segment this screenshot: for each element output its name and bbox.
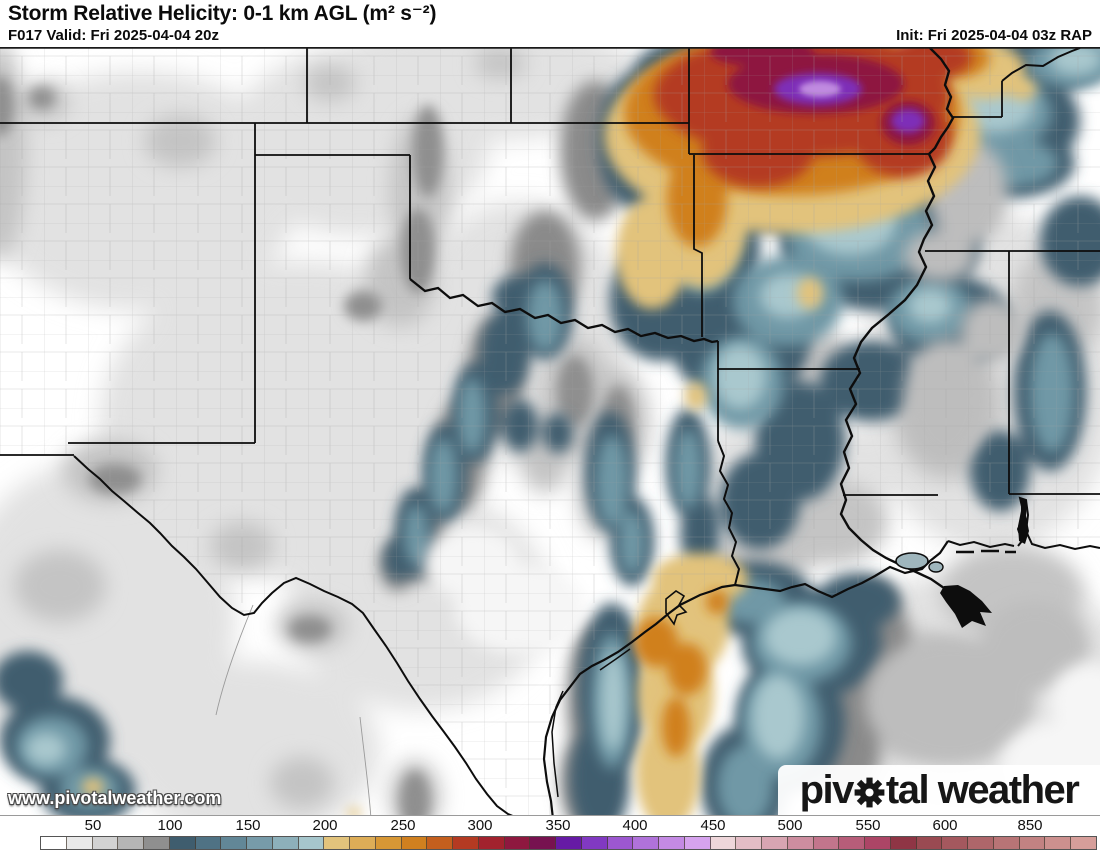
colorbar-cell: [736, 837, 762, 849]
colorbar-cell: [659, 837, 685, 849]
header: Storm Relative Helicity: 0-1 km AGL (m² …: [0, 0, 1100, 47]
colorbar-tick: 300: [467, 817, 493, 834]
colorbar-cell: [1045, 837, 1071, 849]
state-borders: [0, 48, 1100, 496]
colorbar-tick: 50: [84, 817, 102, 834]
colorbar-tick: 850: [1017, 817, 1043, 834]
mobile-bay: [1018, 498, 1029, 544]
colorbar: 50 100 150 200 250 300 350 400 450 500 550 600 850: [0, 815, 1100, 850]
gulf-coastline: [542, 540, 949, 815]
gear-icon: [854, 777, 885, 807]
colorbar-cell: [556, 837, 582, 849]
colorbar-cell: [762, 837, 788, 849]
ohio-river: [1001, 48, 1081, 82]
colorbar-tick: 150: [235, 817, 261, 834]
pivotal-weather-logo: piv tal weather: [778, 765, 1100, 815]
lake-pontchartrain: [895, 552, 929, 570]
colorbar-cell: [427, 837, 453, 849]
colorbar-tick: 600: [932, 817, 958, 834]
colorbar-tick: 400: [622, 817, 648, 834]
padre-island: [551, 648, 631, 798]
colorbar-cell: [993, 837, 1020, 849]
colorbar-tick: 500: [777, 817, 803, 834]
colorbar-tick: 350: [545, 817, 571, 834]
colorbar-cell: [813, 837, 840, 849]
rio-grande-border: [73, 455, 513, 815]
mississippi-delta: [940, 585, 992, 628]
colorbar-tick: 550: [855, 817, 881, 834]
helicity-field-map: [0, 48, 1100, 815]
colorbar-cell: [41, 837, 67, 849]
colorbar-tick: 200: [312, 817, 338, 834]
weather-map: www.pivotalweather.com piv tal weather: [0, 47, 1100, 815]
colorbar-cell: [968, 837, 994, 849]
colorbar-cell: [92, 837, 119, 849]
colorbar-cell: [169, 837, 196, 849]
logo-text-pre: piv: [799, 768, 855, 812]
colorbar-cell: [401, 837, 428, 849]
colorbar-cell: [324, 837, 350, 849]
watermark: www.pivotalweather.com: [8, 788, 222, 808]
galveston-bay: [665, 590, 688, 626]
colorbar-cell: [144, 837, 170, 849]
mississippi-river: [839, 48, 955, 598]
colorbar-cell: [195, 837, 222, 849]
colorbar-cell: [916, 837, 943, 849]
colorbar-cell: [504, 837, 531, 849]
colorbar-cell: [298, 837, 325, 849]
colorbar-cell: [633, 837, 659, 849]
colorbar-cell: [478, 837, 505, 849]
colorbar-cell: [581, 837, 608, 849]
colorbar-cell: [839, 837, 865, 849]
colorbar-tick-labels: 50 100 150 200 250 300 350 400 450 500 550 600 850: [0, 817, 1100, 835]
barrier-islands: [956, 549, 1016, 554]
colorbar-cell: [118, 837, 144, 849]
colorbar-tick: 100: [157, 817, 183, 834]
colorbar-scale: [40, 836, 1097, 850]
init-time-label: Init: Fri 2025-04-04 03z RAP: [896, 27, 1092, 44]
colorbar-cell: [607, 837, 634, 849]
colorbar-cell: [375, 837, 402, 849]
valid-time-label: F017 Valid: Fri 2025-04-04 20z: [8, 27, 219, 44]
colorbar-cell: [942, 837, 968, 849]
sabine-river-border: [717, 440, 741, 586]
colorbar-cell: [1019, 837, 1046, 849]
colorbar-cell: [221, 837, 247, 849]
colorbar-cell: [1071, 837, 1096, 849]
colorbar-cell: [350, 837, 376, 849]
colorbar-tick: 250: [390, 817, 416, 834]
colorbar-cell: [890, 837, 917, 849]
colorbar-cell: [66, 837, 93, 849]
mexico-state-lines: [215, 604, 372, 815]
colorbar-cell: [247, 837, 273, 849]
colorbar-cell: [272, 837, 299, 849]
logo-text-post: tal weather: [885, 768, 1080, 812]
map-title: Storm Relative Helicity: 0-1 km AGL (m² …: [8, 2, 437, 25]
colorbar-cell: [453, 837, 479, 849]
red-river-border: [409, 278, 719, 344]
colorbar-cell: [787, 837, 814, 849]
colorbar-cell: [530, 837, 556, 849]
colorbar-cell: [684, 837, 711, 849]
colorbar-tick: 450: [700, 817, 726, 834]
colorbar-cell: [865, 837, 891, 849]
lake-maurepas: [928, 561, 944, 573]
colorbar-cell: [710, 837, 737, 849]
